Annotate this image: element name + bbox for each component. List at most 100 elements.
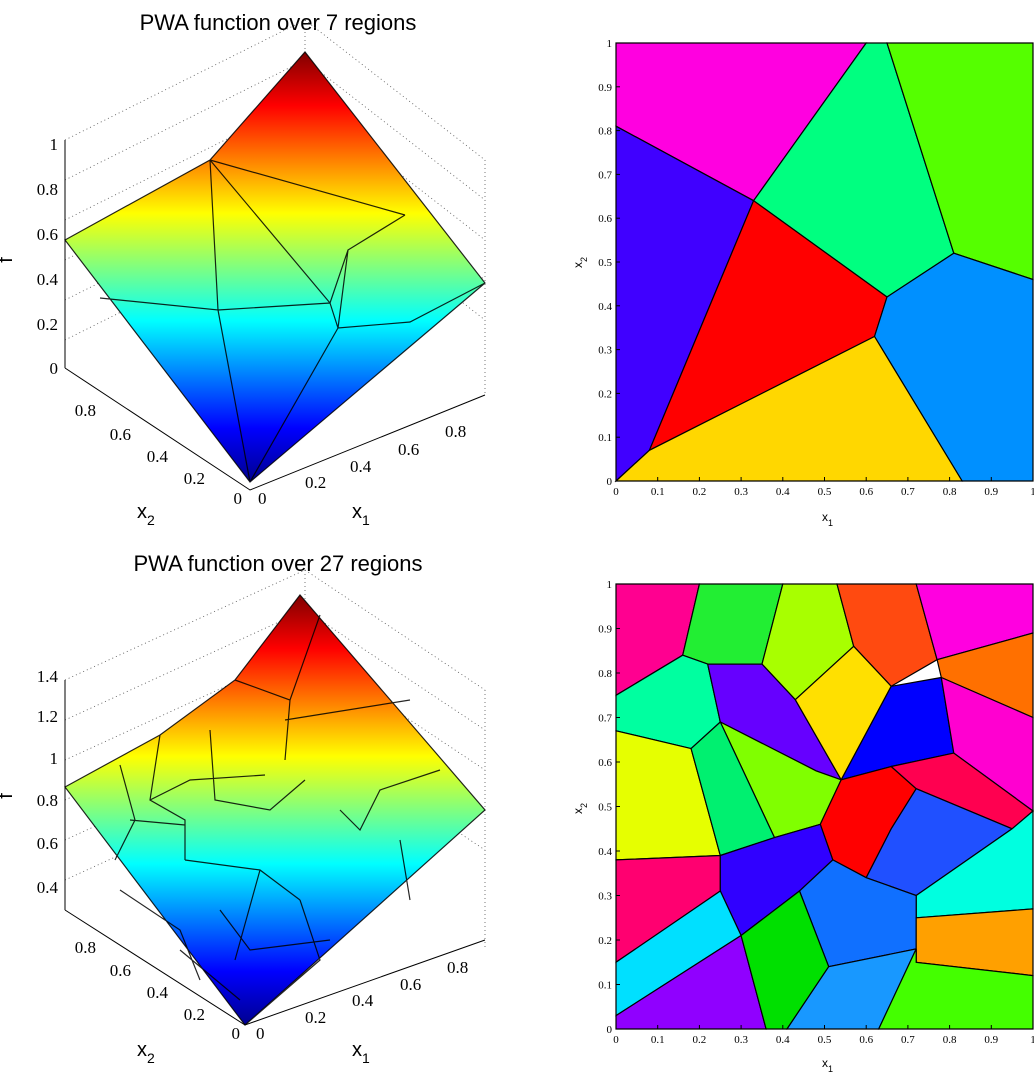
y-tick-label: 0.7 xyxy=(598,713,612,725)
x-tick-label: 1 xyxy=(1030,486,1034,498)
y-tick-label: 0.6 xyxy=(598,213,612,225)
z-tick-label: 0.4 xyxy=(37,878,59,897)
y-tick-label: 0.6 xyxy=(110,961,131,980)
axes-floor xyxy=(64,909,486,1026)
x-tick-labels: 0 0.2 0.4 0.6 0.8 xyxy=(256,958,468,1043)
y-tick-label: 0.9 xyxy=(598,82,612,94)
y-tick-label: 0.8 xyxy=(598,126,612,138)
x-tick-label: 0.6 xyxy=(400,975,421,994)
y-tick-label: 0.1 xyxy=(598,980,612,992)
partition-chart-7: 0 0.1 0.2 0.3 0.4 0.5 0.6 0.7 0.8 0.9 1 0 0.1 0.2 0.3… xyxy=(571,38,1034,528)
x-tick-label: 0.4 xyxy=(350,457,372,476)
y-tick-label: 0.6 xyxy=(598,757,612,769)
z-tick-label: 1 xyxy=(50,135,59,154)
x-tick-label: 0.8 xyxy=(447,958,468,977)
y-tick-labels: 0 0.2 0.4 0.6 0.8 xyxy=(75,401,242,508)
x-axis-label: x1 xyxy=(352,1039,370,1066)
y-ticks: 0 0.1 0.2 0.3 0.4 0.5 0.6 0.7 0.8 0.9 1 xyxy=(598,579,620,1036)
y-tick-label: 0.4 xyxy=(147,447,169,466)
z-tick-label: 0.8 xyxy=(37,791,58,810)
y-tick-label: 0 xyxy=(607,1024,613,1036)
x-tick-label: 0.6 xyxy=(859,486,873,498)
axes-floor xyxy=(64,367,486,491)
y-tick-label: 1 xyxy=(607,579,613,591)
z-tick-label: 0.4 xyxy=(37,270,59,289)
x-tick-label: 0.2 xyxy=(305,473,326,492)
y-tick-label: 0.8 xyxy=(75,401,96,420)
y-tick-label: 0.9 xyxy=(598,624,612,636)
y-tick-label: 0.3 xyxy=(598,891,612,903)
y-tick-label: 0 xyxy=(234,489,243,508)
y-tick-label: 0.2 xyxy=(184,469,205,488)
regions xyxy=(615,583,1034,1030)
x-tick-label: 0.7 xyxy=(901,486,915,498)
x-tick-label: 0.8 xyxy=(943,1034,957,1046)
x-tick-label: 0.1 xyxy=(651,1034,665,1046)
y-tick-label: 0.5 xyxy=(598,257,612,269)
chart-title: PWA function over 27 regions xyxy=(133,551,422,576)
y-tick-label: 0.4 xyxy=(147,983,169,1002)
x-tick-label: 0.4 xyxy=(776,486,790,498)
z-tick-label: 1.2 xyxy=(37,707,58,726)
z-tick-label: 1.4 xyxy=(37,667,59,686)
x-tick-label: 0 xyxy=(256,1024,265,1043)
y-tick-label: 0.2 xyxy=(184,1005,205,1024)
x-tick-label: 0.2 xyxy=(693,486,707,498)
x-tick-label: 0 xyxy=(613,1034,619,1046)
chart-title: PWA function over 7 regions xyxy=(140,10,417,35)
x-tick-label: 1 xyxy=(1030,1034,1034,1046)
x-tick-label: 0.3 xyxy=(734,486,748,498)
x-tick-label: 0 xyxy=(258,489,267,508)
x-tick-label: 0.3 xyxy=(734,1034,748,1046)
x-tick-label: 0 xyxy=(613,486,619,498)
y-tick-label: 0.1 xyxy=(598,432,612,444)
x-tick-label: 0.8 xyxy=(943,486,957,498)
partition-chart-27: 0 0.1 0.2 0.3 0.4 0.5 0.6 0.7 0.8 0.9 1 0 0.1 0.2 0.3… xyxy=(571,579,1034,1074)
regions xyxy=(614,42,1034,483)
x-tick-label: 0.6 xyxy=(859,1034,873,1046)
y-tick-label: 0.4 xyxy=(598,301,612,313)
z-tick-label: 1 xyxy=(50,749,59,768)
surface xyxy=(65,52,485,482)
y-ticks: 0 0.1 0.2 0.3 0.4 0.5 0.6 0.7 0.8 0.9 1 xyxy=(598,38,620,488)
x-axis-label: x1 xyxy=(352,501,370,528)
y-axis-label: x2 xyxy=(137,501,155,528)
surface-edges xyxy=(64,51,486,483)
z-axis-label: f xyxy=(0,257,17,263)
x-tick-label: 0.6 xyxy=(398,440,419,459)
x-tick-label: 0.8 xyxy=(445,422,466,441)
y-tick-label: 1 xyxy=(607,38,613,50)
x-tick-label: 0.5 xyxy=(818,1034,832,1046)
x-axis-label: x1 xyxy=(822,1056,833,1074)
z-tick-labels: 0.4 0.6 0.8 1 1.2 1.4 xyxy=(37,667,59,897)
x-tick-label: 0.7 xyxy=(901,1034,915,1046)
y-tick-label: 0.7 xyxy=(598,169,612,181)
x-tick-label: 0.4 xyxy=(352,991,374,1010)
y-tick-label: 0.2 xyxy=(598,935,612,947)
z-tick-label: 0.2 xyxy=(37,315,58,334)
x-tick-label: 0.2 xyxy=(305,1008,326,1027)
y-tick-label: 0.3 xyxy=(598,345,612,357)
y-tick-label: 0 xyxy=(232,1024,241,1043)
y-axis-label: x2 xyxy=(571,803,589,814)
x-tick-label: 0.1 xyxy=(651,486,665,498)
z-tick-label: 0.6 xyxy=(37,834,58,853)
y-axis-label: x2 xyxy=(137,1039,155,1066)
surface-edges xyxy=(64,594,486,1026)
surface-chart-7: PWA function over 7 regions 0 0.2 0.4 0.… xyxy=(0,10,486,528)
x-tick-label: 0.2 xyxy=(693,1034,707,1046)
x-tick-label: 0.9 xyxy=(984,486,998,498)
y-tick-label: 0 xyxy=(607,476,613,488)
y-tick-labels: 0 0.2 0.4 0.6 0.8 xyxy=(75,938,240,1043)
x-tick-label: 0.5 xyxy=(818,486,832,498)
surface-chart-27: PWA function over 27 regions 0.4 0.6 0.8… xyxy=(0,551,486,1066)
y-tick-label: 0.6 xyxy=(110,425,131,444)
surface xyxy=(65,595,485,1025)
y-tick-label: 0.5 xyxy=(598,802,612,814)
y-tick-label: 0.8 xyxy=(75,938,96,957)
z-axis-label: f xyxy=(0,793,17,799)
y-tick-label: 0.4 xyxy=(598,846,612,858)
x-ticks: 0 0.1 0.2 0.3 0.4 0.5 0.6 0.7 0.8 0.9 1 xyxy=(613,477,1034,498)
x-tick-label: 0.4 xyxy=(776,1034,790,1046)
